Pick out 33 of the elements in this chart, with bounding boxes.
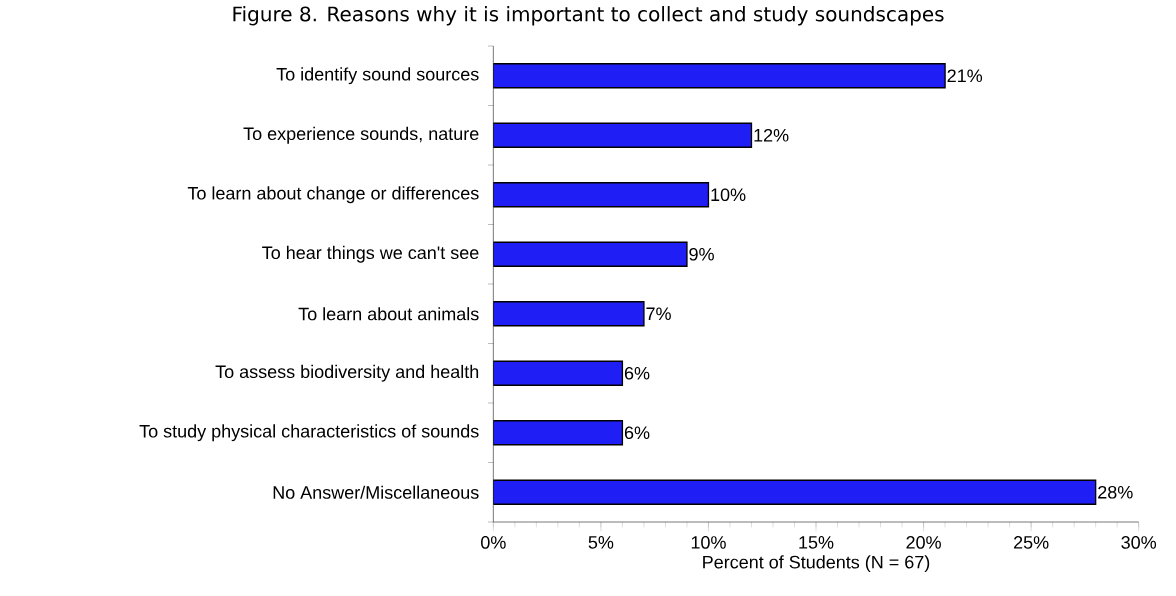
x-tick-label: 30% [1121, 536, 1157, 549]
x-tick-label: 25% [1014, 536, 1049, 549]
y-tick-label: To identify sound sources [276, 67, 479, 85]
data-label: 21% [947, 69, 983, 83]
data-label: 6% [624, 426, 650, 440]
chart-title: Figure 8. Reasons why it is important to collect and study soundscapes [233, 6, 944, 26]
x-tick-label: 15% [799, 536, 834, 549]
y-tick-label: To assess biodiversity and health [215, 364, 479, 382]
bar [493, 122, 753, 148]
x-axis-title: Percent of Students (N = 67) [703, 555, 930, 573]
bar [493, 420, 624, 446]
y-tick-label: To study physical characteristics of sounds [139, 424, 479, 442]
bar [493, 241, 688, 267]
bar [493, 63, 946, 89]
y-tick-label: To learn about change or differences [187, 186, 479, 204]
data-label: 12% [754, 128, 789, 142]
bar [493, 360, 624, 386]
bar [493, 182, 710, 208]
data-label: 6% [624, 366, 650, 380]
bar [493, 301, 645, 327]
y-tick-label: To hear things we can't see [262, 245, 479, 263]
data-label: 9% [689, 247, 714, 261]
data-label: 7% [646, 307, 671, 321]
data-label: 28% [1098, 485, 1133, 499]
bar [493, 479, 1097, 505]
y-tick-label: No Answer/Miscellaneous [273, 485, 479, 499]
y-tick-label: To experience sounds, nature [243, 126, 479, 144]
x-tick-label: 10% [691, 536, 726, 549]
x-tick-label: 0% [481, 536, 506, 549]
y-tick-label: To learn about animals [298, 307, 479, 321]
x-tick-label: 5% [588, 536, 614, 549]
x-tick-label: 20% [906, 536, 941, 549]
data-label: 10% [711, 188, 746, 202]
